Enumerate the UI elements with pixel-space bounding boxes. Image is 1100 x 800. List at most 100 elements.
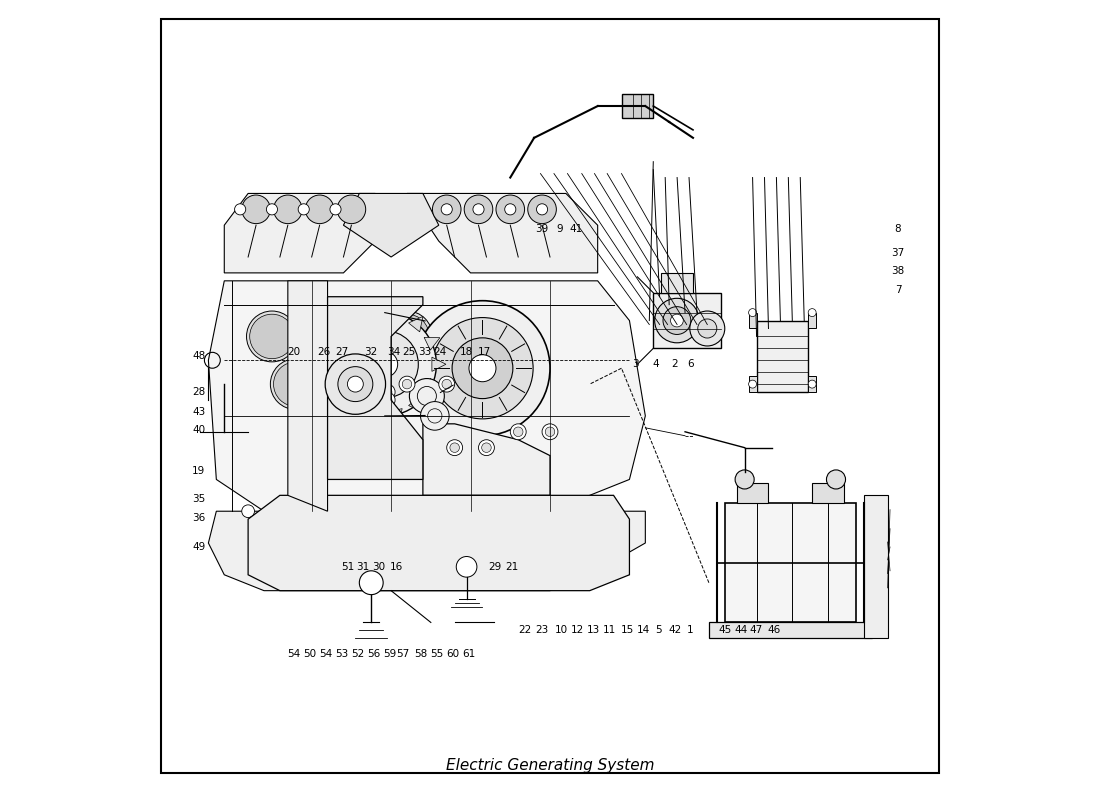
Circle shape bbox=[415, 301, 550, 436]
Circle shape bbox=[735, 470, 755, 489]
Circle shape bbox=[432, 195, 461, 224]
Circle shape bbox=[408, 362, 453, 406]
Circle shape bbox=[749, 380, 757, 388]
Polygon shape bbox=[408, 397, 422, 412]
Circle shape bbox=[514, 427, 522, 437]
Circle shape bbox=[478, 440, 494, 456]
Circle shape bbox=[242, 505, 254, 518]
Circle shape bbox=[250, 314, 294, 358]
Text: 7: 7 bbox=[894, 286, 901, 295]
Polygon shape bbox=[432, 357, 446, 371]
Text: 27: 27 bbox=[336, 347, 349, 358]
Text: 10: 10 bbox=[554, 626, 568, 635]
Text: 45: 45 bbox=[718, 626, 732, 635]
Text: 17: 17 bbox=[478, 347, 492, 358]
Circle shape bbox=[317, 314, 362, 358]
Text: 18: 18 bbox=[460, 347, 473, 358]
Circle shape bbox=[326, 354, 386, 414]
Circle shape bbox=[271, 358, 321, 410]
Circle shape bbox=[341, 362, 386, 406]
Text: 40: 40 bbox=[192, 425, 206, 435]
Polygon shape bbox=[425, 338, 440, 350]
Circle shape bbox=[449, 311, 499, 362]
Circle shape bbox=[607, 505, 620, 518]
Circle shape bbox=[274, 362, 318, 406]
Circle shape bbox=[473, 204, 484, 215]
Text: 20: 20 bbox=[287, 347, 300, 358]
Circle shape bbox=[409, 378, 444, 414]
Polygon shape bbox=[407, 194, 597, 273]
Circle shape bbox=[473, 358, 524, 410]
Circle shape bbox=[315, 311, 365, 362]
Bar bbox=[661, 273, 693, 293]
Circle shape bbox=[360, 571, 383, 594]
Text: 8: 8 bbox=[894, 224, 901, 234]
Polygon shape bbox=[288, 281, 328, 511]
Text: 38: 38 bbox=[891, 266, 904, 276]
Circle shape bbox=[379, 384, 395, 400]
Text: 24: 24 bbox=[433, 347, 447, 358]
Circle shape bbox=[403, 379, 411, 389]
Polygon shape bbox=[330, 338, 345, 350]
Circle shape bbox=[432, 505, 446, 518]
Text: 42: 42 bbox=[668, 626, 681, 635]
Polygon shape bbox=[367, 409, 382, 424]
Circle shape bbox=[382, 311, 432, 362]
Circle shape bbox=[671, 314, 683, 327]
Text: 61: 61 bbox=[462, 650, 475, 659]
Text: 9: 9 bbox=[557, 224, 563, 234]
Circle shape bbox=[306, 195, 334, 224]
Text: 41: 41 bbox=[570, 224, 583, 234]
Text: 30: 30 bbox=[372, 562, 385, 572]
Circle shape bbox=[447, 440, 463, 456]
Circle shape bbox=[242, 195, 271, 224]
Bar bbox=[812, 483, 844, 503]
Bar bbox=[725, 503, 856, 622]
Circle shape bbox=[274, 195, 302, 224]
Circle shape bbox=[505, 204, 516, 215]
Circle shape bbox=[432, 318, 534, 419]
Text: 26: 26 bbox=[317, 347, 330, 358]
Text: 48: 48 bbox=[192, 351, 206, 362]
Circle shape bbox=[452, 314, 497, 358]
Bar bbox=[808, 313, 816, 329]
Text: 60: 60 bbox=[447, 650, 460, 659]
Text: 43: 43 bbox=[192, 407, 206, 417]
Text: 52: 52 bbox=[351, 650, 364, 659]
Text: 35: 35 bbox=[192, 494, 206, 504]
Circle shape bbox=[510, 424, 526, 440]
Circle shape bbox=[379, 392, 395, 408]
Polygon shape bbox=[343, 194, 439, 257]
Polygon shape bbox=[425, 378, 440, 391]
Circle shape bbox=[383, 395, 392, 405]
Bar bbox=[749, 313, 757, 329]
Text: 22: 22 bbox=[518, 626, 531, 635]
Circle shape bbox=[298, 204, 309, 215]
Text: 31: 31 bbox=[356, 562, 370, 572]
Polygon shape bbox=[708, 622, 872, 638]
Polygon shape bbox=[621, 94, 653, 118]
Circle shape bbox=[663, 306, 691, 334]
Circle shape bbox=[450, 443, 460, 453]
Text: Electric Generating System: Electric Generating System bbox=[446, 758, 654, 773]
Circle shape bbox=[399, 376, 415, 392]
Text: 36: 36 bbox=[192, 513, 206, 522]
Polygon shape bbox=[208, 281, 646, 511]
Text: 1: 1 bbox=[688, 626, 694, 635]
Circle shape bbox=[441, 204, 452, 215]
Text: 58: 58 bbox=[415, 650, 428, 659]
Circle shape bbox=[442, 379, 451, 389]
Circle shape bbox=[537, 204, 548, 215]
Text: 5: 5 bbox=[656, 626, 662, 635]
Text: 4: 4 bbox=[652, 359, 659, 370]
Text: 51: 51 bbox=[341, 562, 354, 572]
Circle shape bbox=[654, 298, 700, 342]
Polygon shape bbox=[249, 495, 629, 590]
Text: 53: 53 bbox=[336, 650, 349, 659]
Circle shape bbox=[464, 195, 493, 224]
Text: 19: 19 bbox=[192, 466, 206, 477]
Circle shape bbox=[439, 376, 454, 392]
Circle shape bbox=[306, 505, 318, 518]
Circle shape bbox=[337, 195, 365, 224]
Circle shape bbox=[452, 338, 513, 398]
